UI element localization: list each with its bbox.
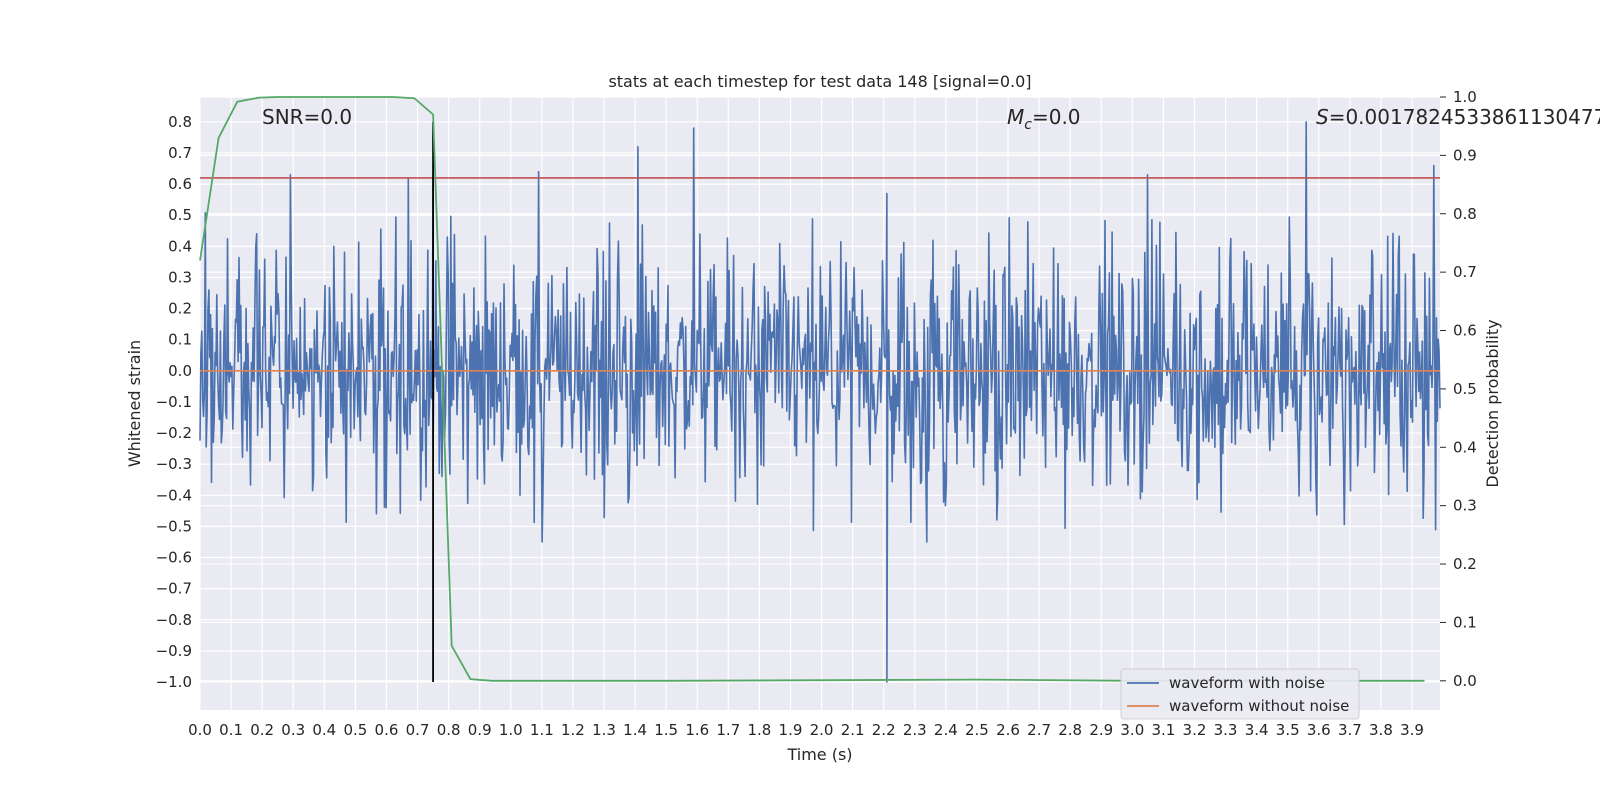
x-tick-label: 0.8 [437,721,461,739]
snr-annotation: SNR=0.0 [262,105,352,129]
y-tick-label: −0.7 [156,580,192,598]
x-tick-label: 0.2 [250,721,274,739]
x-tick-label: 2.5 [965,721,989,739]
y2-tick-label: 0.4 [1453,438,1477,456]
y-tick-label: 0.2 [168,300,192,318]
s-symbol: S [1316,105,1329,129]
x-tick-label: 0.9 [468,721,492,739]
mc-subscript: c [1024,117,1032,133]
y2-tick-label: 0.6 [1453,322,1477,340]
y-tick-label: 0.6 [168,175,192,193]
y2-tick-label: 0.8 [1453,205,1477,223]
x-tick-label: 0.6 [375,721,399,739]
x-tick-label: 3.8 [1369,721,1393,739]
y-axis-ticks: 0.8 0.7 0.6 0.5 0.4 0.3 0.2 0.1 0.0 −0.1 −0.2 −0.3 −… [156,113,192,691]
y-tick-label: −0.9 [156,642,192,660]
x-axis-label: Time (s) [786,745,852,764]
y-tick-label: 0.5 [168,206,192,224]
x-tick-label: 1.2 [561,721,585,739]
legend-entry-label: waveform with noise [1169,674,1325,692]
x-tick-label: 2.7 [1027,721,1051,739]
x-tick-label: 3.5 [1276,721,1300,739]
y-tick-label: −0.3 [156,455,192,473]
y2-tick-label: 0.1 [1453,613,1477,631]
x-tick-label: 1.0 [499,721,523,739]
series-waveform-with-noise [199,121,1441,683]
mc-annotation: Mc=0.0 [1007,105,1081,133]
s-value: =0.0017824533861130477 [1329,105,1600,129]
x-tick-label: 2.9 [1089,721,1113,739]
y-tick-label: −0.6 [156,549,192,567]
x-tick-label: 2.6 [996,721,1020,739]
x-tick-label: 3.7 [1338,721,1362,739]
y2-tick-label: 0.3 [1453,497,1477,515]
y2-tick-label: 0.0 [1453,672,1477,690]
x-tick-label: 1.4 [623,721,647,739]
x-tick-label: 1.6 [685,721,709,739]
y-tick-label: −1.0 [156,673,192,691]
plot-area [199,96,1441,683]
series-detection-probability [199,96,1425,682]
legend: waveform with noise waveform without nois… [1120,668,1360,720]
mc-symbol: M [1007,105,1024,129]
x-tick-label: 1.5 [654,721,678,739]
x-tick-label: 3.6 [1307,721,1331,739]
x-tick-label: 1.8 [747,721,771,739]
x-tick-label: 0.1 [219,721,243,739]
y2-tick-label: 0.9 [1453,146,1477,164]
x-tick-label: 2.4 [934,721,958,739]
x-tick-label: 3.2 [1183,721,1207,739]
x-tick-label: 3.9 [1400,721,1424,739]
x-tick-label: 1.1 [530,721,554,739]
y-tick-label: 0.4 [168,237,192,255]
y2-tick-label: 0.2 [1453,555,1477,573]
plot-background [200,97,1440,710]
s-annotation: S=0.0017824533861130477 [1316,105,1600,129]
x-tick-label: 1.7 [716,721,740,739]
chart-title: stats at each timestep for test data 148… [608,72,1031,91]
x-tick-label: 3.4 [1245,721,1269,739]
x-tick-label: 3.3 [1214,721,1238,739]
legend-box [1120,668,1360,720]
x-axis-ticks: 0.0 0.1 0.2 0.3 0.4 0.5 0.6 0.7 0.8 0.9 1.0 1.1 1.2 1… [188,721,1424,739]
y2-tick-label: 0.7 [1453,263,1477,281]
y2-tick-label: 1.0 [1453,88,1477,106]
x-tick-label: 2.8 [1058,721,1082,739]
x-tick-label: 1.3 [592,721,616,739]
x-tick-label: 0.0 [188,721,212,739]
x-tick-label: 2.2 [872,721,896,739]
y-tick-label: 0.3 [168,268,192,286]
x-tick-label: 3.1 [1151,721,1175,739]
y2-tick-label: 0.5 [1453,380,1477,398]
y2-axis-label: Detection probability [1483,319,1502,487]
x-tick-label: 3.0 [1120,721,1144,739]
y-tick-label: 0.8 [168,113,192,131]
y-tick-label: 0.1 [168,331,192,349]
y2-axis-ticks: 0.0 0.1 0.2 0.3 0.4 0.5 0.6 0.7 0.8 0.9 1.0 [1440,88,1477,690]
x-tick-label: 2.1 [841,721,865,739]
y-tick-label: −0.5 [156,517,192,535]
x-tick-label: 2.0 [810,721,834,739]
y-tick-label: −0.1 [156,393,192,411]
x-tick-label: 0.3 [281,721,305,739]
x-tick-label: 1.9 [779,721,803,739]
x-tick-label: 0.7 [406,721,430,739]
y-tick-label: −0.4 [156,486,192,504]
legend-entry-label: waveform without noise [1169,697,1349,715]
y-tick-label: −0.2 [156,424,192,442]
x-tick-label: 2.3 [903,721,927,739]
y-axis-label: Whitened strain [125,340,144,467]
x-tick-label: 0.4 [312,721,336,739]
y-tick-label: 0.7 [168,144,192,162]
y-tick-label: 0.0 [168,362,192,380]
y-tick-label: −0.8 [156,611,192,629]
x-tick-label: 0.5 [343,721,367,739]
mc-value: =0.0 [1032,105,1081,129]
